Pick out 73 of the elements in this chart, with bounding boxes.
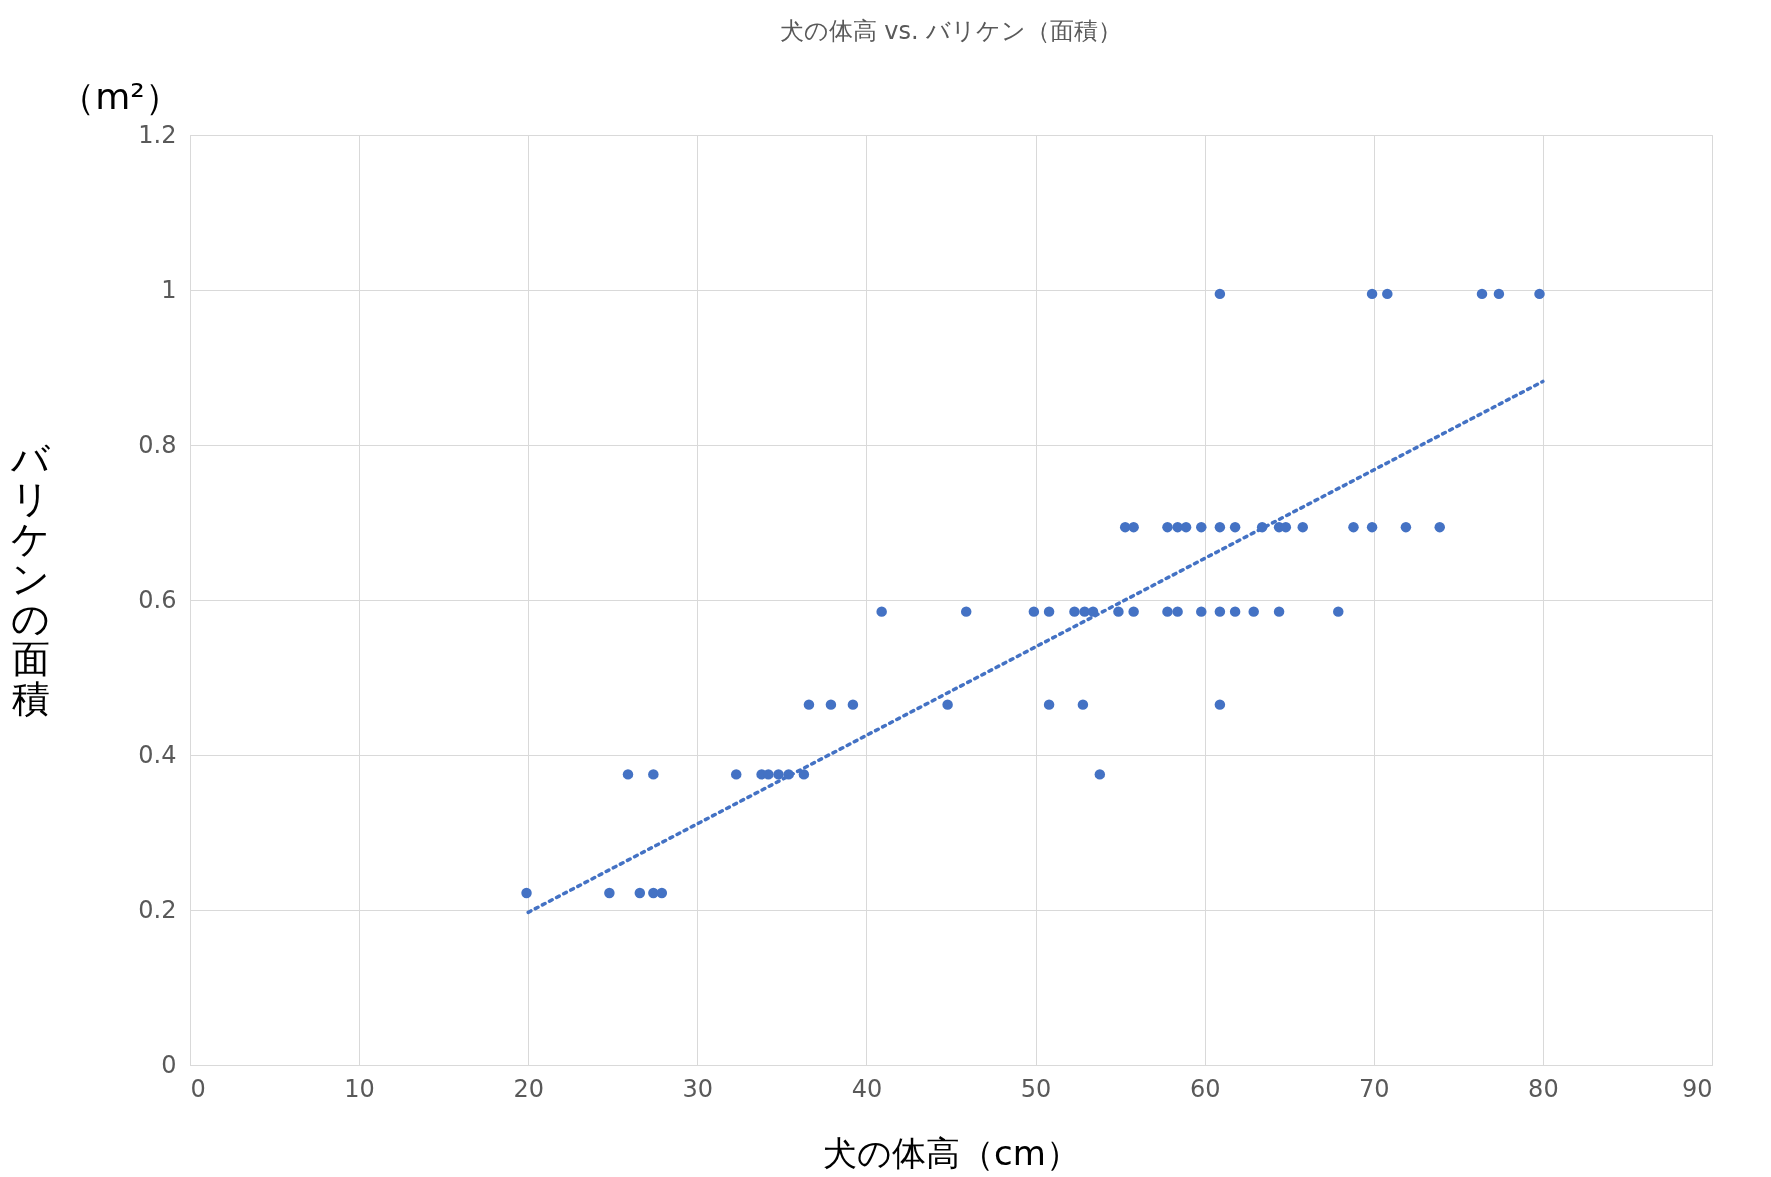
- point: [1214, 699, 1226, 710]
- point: [773, 769, 784, 780]
- point: [1348, 521, 1359, 533]
- point: [1493, 288, 1505, 300]
- point: [1077, 699, 1089, 710]
- chart-title: 犬の体高 vs. バリケン（面積）: [779, 17, 1123, 45]
- y-tick-label: 0.2: [138, 895, 177, 924]
- point: [847, 699, 859, 710]
- x-axis-title: 犬の体高（cm）: [823, 1132, 1080, 1173]
- point: [1434, 521, 1445, 533]
- point: [798, 769, 810, 780]
- x-tick-label: 30: [682, 1074, 714, 1103]
- point: [1113, 606, 1124, 617]
- point: [1043, 606, 1055, 617]
- x-tick-label: 40: [851, 1074, 883, 1103]
- x-tick-label: 80: [1528, 1074, 1559, 1103]
- x-tick-label: 10: [344, 1074, 375, 1103]
- point: [1162, 521, 1173, 533]
- point: [648, 769, 659, 780]
- point: [1180, 521, 1192, 533]
- point: [656, 887, 668, 899]
- point: [634, 887, 646, 899]
- x-tick-label: 0: [190, 1074, 206, 1103]
- point: [1128, 606, 1139, 617]
- point: [1043, 699, 1055, 710]
- point: [1214, 288, 1226, 300]
- point: [1476, 288, 1488, 300]
- y-tick-label: 0.6: [138, 585, 177, 614]
- point: [1214, 521, 1226, 533]
- point: [1248, 606, 1259, 617]
- point: [803, 699, 815, 710]
- point: [1162, 606, 1173, 617]
- point: [825, 699, 837, 710]
- point: [1534, 288, 1545, 300]
- point: [1366, 288, 1378, 300]
- point: [622, 769, 634, 780]
- point: [1069, 606, 1080, 617]
- text: （m²）: [59, 76, 181, 117]
- point: [960, 606, 972, 617]
- point: [1297, 521, 1308, 533]
- x-tick-label: 20: [513, 1074, 544, 1103]
- x-tick-label: 70: [1359, 1074, 1390, 1103]
- y-tick-label: 1: [161, 275, 177, 304]
- point: [1382, 288, 1393, 300]
- point: [521, 887, 532, 899]
- point: [1400, 521, 1412, 533]
- point: [1196, 606, 1207, 617]
- y-tick-label: 0: [161, 1050, 177, 1079]
- point: [942, 699, 953, 710]
- point: [604, 887, 615, 899]
- y-tick-label: 0.4: [138, 740, 177, 769]
- point: [1366, 521, 1378, 533]
- point: [876, 606, 887, 617]
- point: [730, 769, 742, 780]
- point: [1079, 606, 1090, 617]
- point: [1229, 521, 1241, 533]
- x-tick-label: 90: [1681, 1074, 1713, 1103]
- point: [1214, 606, 1226, 617]
- point: [1333, 606, 1344, 617]
- point: [1172, 606, 1183, 617]
- point: [1028, 606, 1040, 617]
- point: [1196, 521, 1207, 533]
- point: [1094, 769, 1106, 780]
- point: [1119, 521, 1131, 533]
- point: [1273, 606, 1285, 617]
- x-tick-label: 50: [1020, 1074, 1052, 1103]
- point: [1128, 521, 1139, 533]
- point: [1229, 606, 1241, 617]
- y-axis-title: バリケンの面積: [10, 437, 51, 721]
- y-tick-label: 1.2: [138, 120, 177, 149]
- x-tick-label: 60: [1189, 1074, 1221, 1103]
- y-tick-label: 0.8: [138, 430, 177, 459]
- point: [763, 769, 774, 780]
